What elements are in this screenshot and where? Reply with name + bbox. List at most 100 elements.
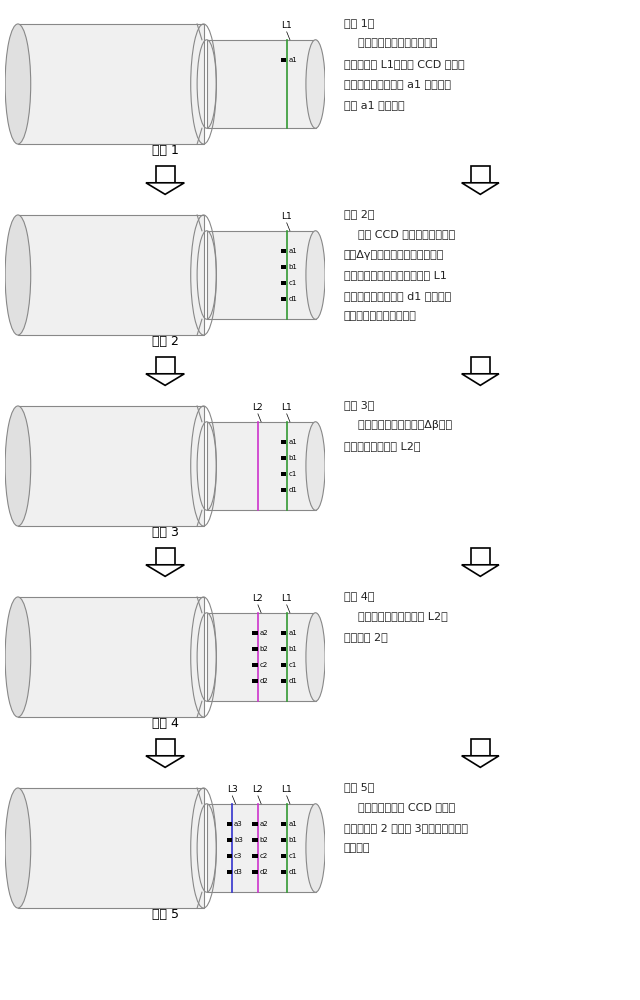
Text: 锻件表面形成光条 L2；: 锻件表面形成光条 L2；	[344, 441, 420, 451]
Text: b1: b1	[288, 455, 297, 461]
Polygon shape	[18, 788, 204, 908]
Text: 直重复步骤 2 和步骤 3，直到扫描完锻: 直重复步骤 2 和步骤 3，直到扫描完锻	[344, 823, 468, 833]
Polygon shape	[281, 456, 286, 460]
Text: 步骤 5: 步骤 5	[152, 908, 179, 921]
Polygon shape	[252, 838, 257, 842]
Text: 步骤 1：: 步骤 1：	[344, 18, 374, 28]
Text: 后，相机回到初始位置；: 后，相机回到初始位置；	[344, 311, 417, 321]
Text: L2: L2	[253, 403, 263, 412]
Polygon shape	[252, 822, 257, 826]
Text: d2: d2	[260, 869, 268, 875]
Ellipse shape	[5, 788, 31, 908]
Text: 件整体。: 件整体。	[344, 843, 371, 853]
Text: 线结构光和线阵 CCD 相机一: 线结构光和线阵 CCD 相机一	[344, 802, 455, 812]
Polygon shape	[461, 756, 499, 767]
Polygon shape	[281, 854, 286, 858]
Polygon shape	[18, 597, 204, 717]
Polygon shape	[281, 472, 286, 476]
Text: d1: d1	[288, 678, 297, 684]
Ellipse shape	[306, 40, 325, 128]
Text: a2: a2	[260, 821, 268, 827]
Polygon shape	[18, 24, 204, 144]
Text: 重复步骤 2；: 重复步骤 2；	[344, 632, 387, 642]
Text: a1: a1	[288, 57, 297, 63]
Polygon shape	[227, 854, 232, 858]
Text: a1: a1	[288, 439, 297, 445]
Text: c1: c1	[288, 471, 297, 477]
Ellipse shape	[5, 24, 31, 144]
Text: 野与线结构光相交于 a1 点，捕捉: 野与线结构光相交于 a1 点，捕捉	[344, 79, 451, 89]
Text: b1: b1	[288, 264, 297, 270]
Polygon shape	[471, 739, 490, 756]
Text: 线结构光旋转一个角度Δβ，在: 线结构光旋转一个角度Δβ，在	[344, 420, 452, 430]
Polygon shape	[156, 548, 175, 565]
Polygon shape	[252, 647, 257, 651]
Polygon shape	[146, 374, 184, 385]
Polygon shape	[252, 870, 257, 874]
Text: d1: d1	[288, 869, 297, 875]
Polygon shape	[252, 663, 257, 667]
Ellipse shape	[5, 597, 31, 717]
Text: 并采集该点图像。相机与光条 L1: 并采集该点图像。相机与光条 L1	[344, 270, 447, 280]
Polygon shape	[207, 613, 316, 701]
Text: d2: d2	[260, 678, 268, 684]
Polygon shape	[227, 838, 232, 842]
Polygon shape	[252, 631, 257, 635]
Text: c1: c1	[288, 662, 297, 668]
Polygon shape	[281, 488, 286, 492]
Text: L2: L2	[253, 785, 263, 794]
Polygon shape	[252, 679, 257, 683]
Polygon shape	[471, 166, 490, 183]
Text: 角度Δγ，与结构光相交于一点，: 角度Δγ，与结构光相交于一点，	[344, 250, 444, 260]
Text: 线结构光竖直投射到锻件表: 线结构光竖直投射到锻件表	[344, 38, 437, 48]
Polygon shape	[207, 40, 316, 128]
Text: 步骤 2: 步骤 2	[152, 335, 179, 348]
Polygon shape	[281, 440, 286, 444]
Text: a1: a1	[288, 630, 297, 636]
Text: a1: a1	[288, 821, 297, 827]
Polygon shape	[471, 548, 490, 565]
Text: a2: a2	[260, 630, 268, 636]
Polygon shape	[281, 249, 286, 253]
Text: b2: b2	[260, 646, 268, 652]
Text: d1: d1	[288, 296, 297, 302]
Text: 步骤 3: 步骤 3	[152, 526, 179, 539]
Ellipse shape	[306, 422, 325, 510]
Polygon shape	[207, 231, 316, 319]
Polygon shape	[281, 679, 286, 683]
Text: a1: a1	[288, 248, 297, 254]
Ellipse shape	[5, 215, 31, 335]
Text: c2: c2	[260, 662, 268, 668]
Text: L1: L1	[282, 594, 292, 603]
Text: 步骤 1: 步骤 1	[152, 144, 179, 157]
Text: c2: c2	[260, 853, 268, 859]
Polygon shape	[281, 265, 286, 269]
Polygon shape	[18, 215, 204, 335]
Ellipse shape	[5, 406, 31, 526]
Text: b2: b2	[260, 837, 268, 843]
Text: L1: L1	[282, 785, 292, 794]
Text: 步骤 5：: 步骤 5：	[344, 782, 374, 792]
Polygon shape	[281, 58, 286, 62]
Polygon shape	[207, 804, 316, 892]
Polygon shape	[461, 374, 499, 385]
Text: 步骤 3：: 步骤 3：	[344, 400, 374, 410]
Polygon shape	[146, 565, 184, 576]
Text: 步骤 2：: 步骤 2：	[344, 209, 374, 219]
Polygon shape	[252, 854, 257, 858]
Polygon shape	[281, 631, 286, 635]
Text: 的最后一个视野交点 d1 采集完成: 的最后一个视野交点 d1 采集完成	[344, 291, 451, 301]
Polygon shape	[281, 838, 286, 842]
Ellipse shape	[306, 231, 325, 319]
Text: b3: b3	[234, 837, 243, 843]
Ellipse shape	[306, 804, 325, 892]
Text: d1: d1	[288, 487, 297, 493]
Polygon shape	[156, 739, 175, 756]
Text: 线阵 CCD 相机每次俯仰一个: 线阵 CCD 相机每次俯仰一个	[344, 229, 455, 239]
Polygon shape	[156, 166, 175, 183]
Polygon shape	[281, 281, 286, 285]
Polygon shape	[207, 422, 316, 510]
Polygon shape	[227, 822, 232, 826]
Text: a3: a3	[234, 821, 243, 827]
Polygon shape	[461, 565, 499, 576]
